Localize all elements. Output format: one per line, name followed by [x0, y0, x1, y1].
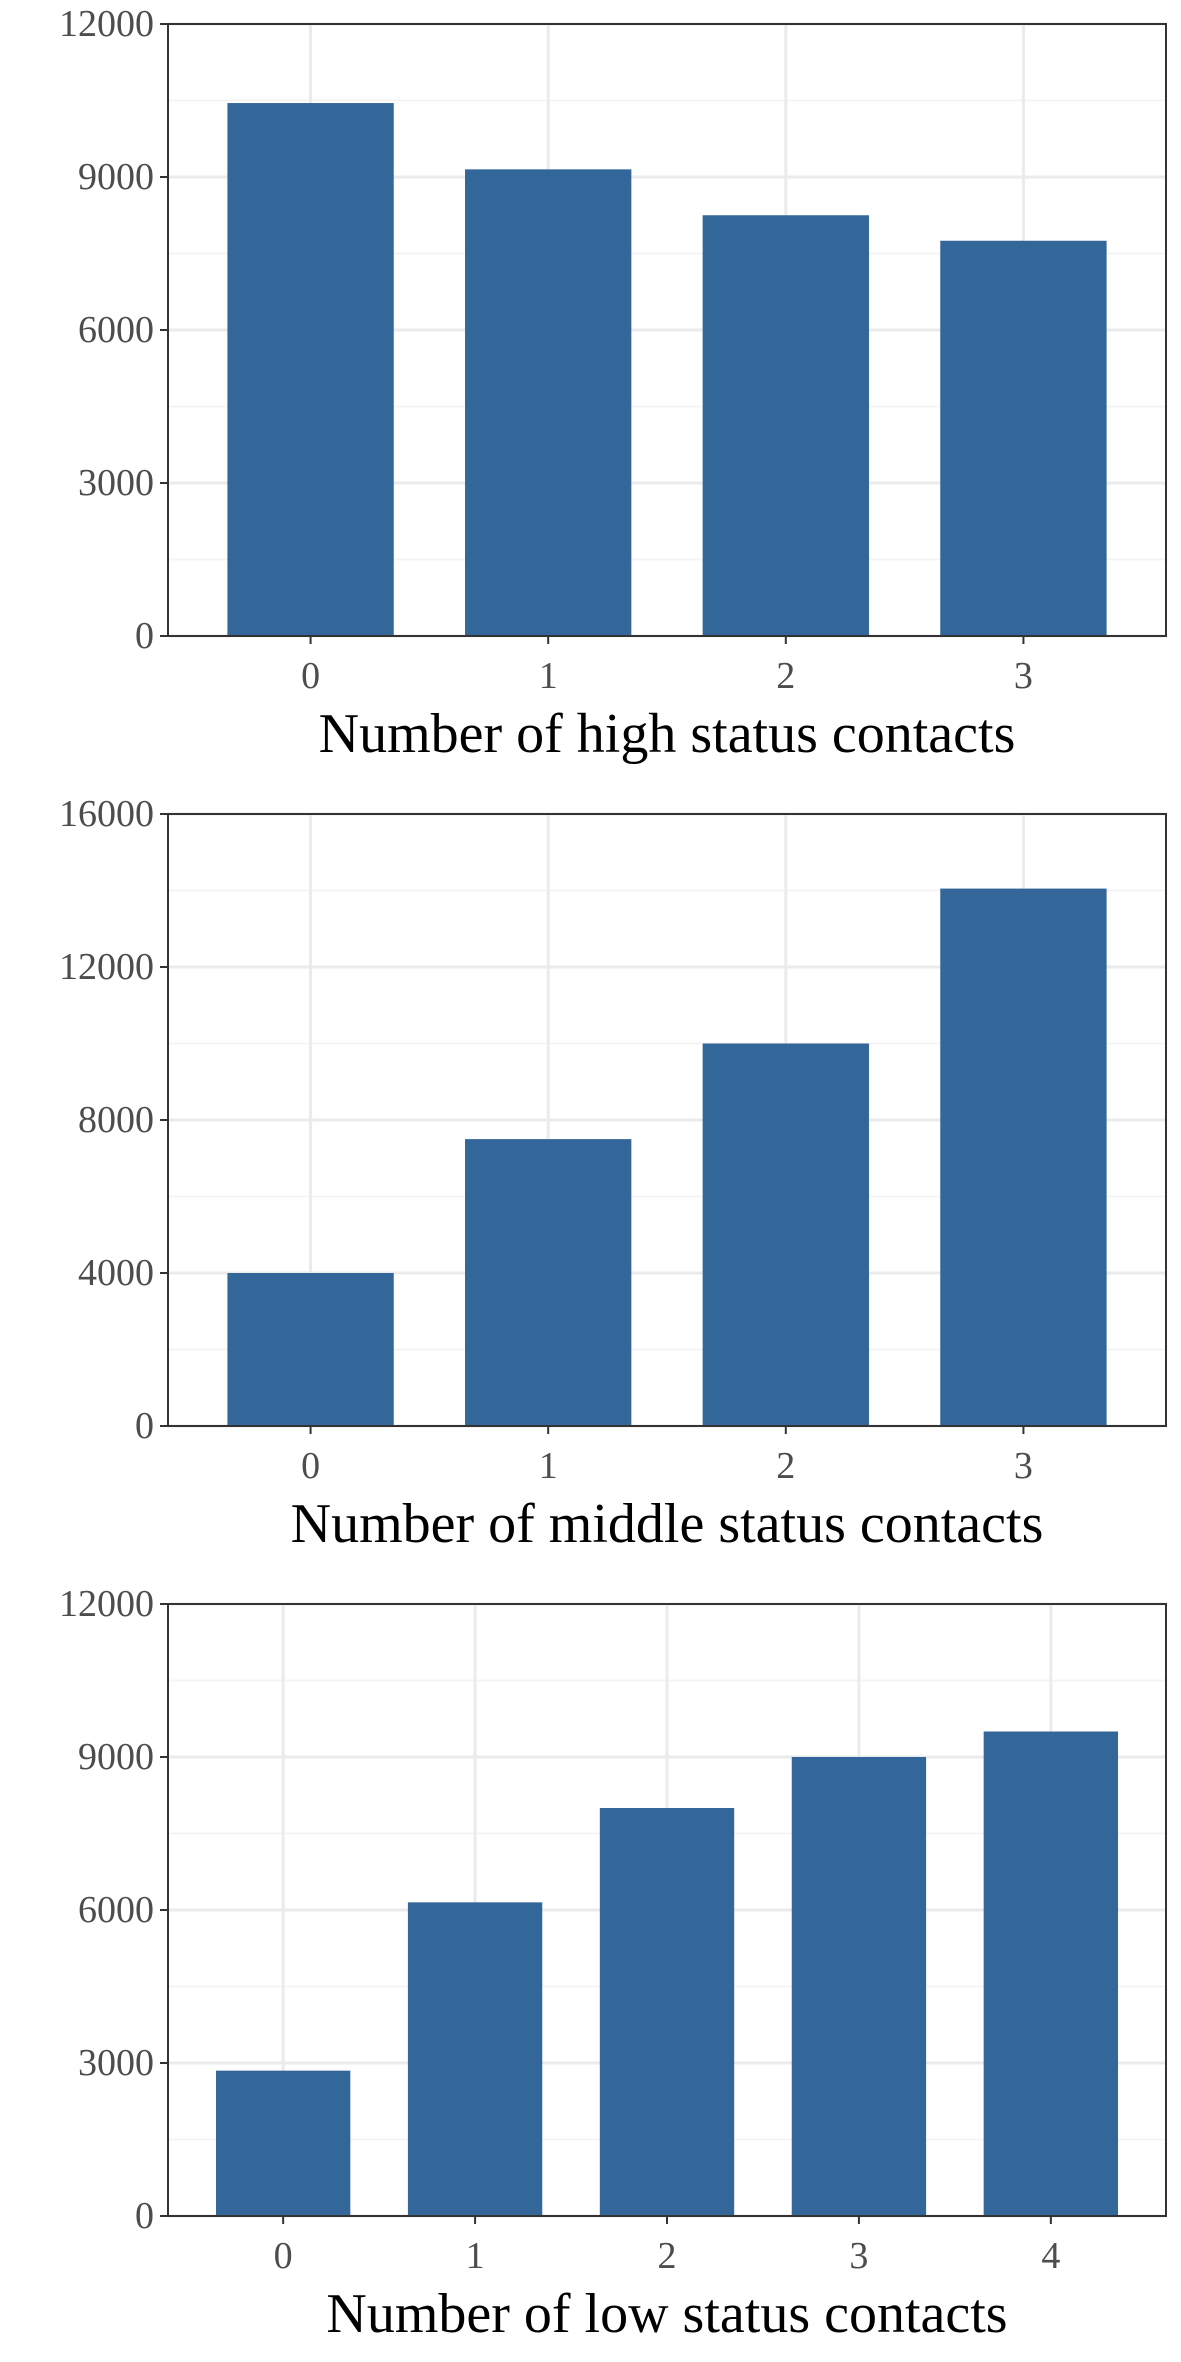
x-tick-label: 0 [274, 2235, 293, 2277]
y-tick-label: 8000 [78, 1099, 154, 1141]
bar-0 [227, 1273, 394, 1426]
y-tick-label: 16000 [59, 793, 154, 835]
y-tick-label: 4000 [78, 1252, 154, 1294]
bar-1 [465, 1139, 632, 1426]
x-tick-label: 1 [539, 655, 558, 697]
x-tick-label: 2 [658, 2235, 677, 2277]
bar-1 [407, 1902, 543, 2216]
y-tick-label: 12000 [59, 3, 154, 45]
x-tick-label: 0 [301, 655, 320, 697]
bar-3 [940, 240, 1107, 636]
chart-panel-1: 0 4000 8000 12000 16000 0 1 2 3 Number of middle … [59, 793, 1167, 1555]
bar-2 [599, 1808, 735, 2216]
y-tick-label: 3000 [78, 462, 154, 504]
bar-2 [702, 215, 869, 636]
x-axis-title: Number of middle status contacts [291, 1493, 1044, 1555]
bar-3 [940, 888, 1107, 1426]
chart-panel-2: 0 3000 6000 9000 12000 0 1 2 3 4 Number of low sta… [59, 1583, 1167, 2345]
bar-1 [465, 169, 632, 636]
x-tick-label: 1 [539, 1445, 558, 1487]
y-tick-label: 6000 [78, 309, 154, 351]
y-tick-label: 9000 [78, 156, 154, 198]
bar-4 [983, 1731, 1119, 2216]
y-tick-label: 9000 [78, 1736, 154, 1778]
x-axis-title: Number of low status contacts [326, 2283, 1007, 2345]
y-tick-label: 0 [135, 615, 154, 657]
x-tick-label: 2 [776, 1445, 795, 1487]
x-tick-label: 3 [849, 2235, 868, 2277]
y-tick-label: 0 [135, 1405, 154, 1447]
chart-panel-0: 0 3000 6000 9000 12000 0 1 2 3 Number of high sta… [59, 3, 1167, 765]
y-tick-label: 12000 [59, 1583, 154, 1625]
y-tick-label: 3000 [78, 2042, 154, 2084]
x-tick-label: 2 [776, 655, 795, 697]
x-tick-label: 3 [1014, 655, 1033, 697]
x-tick-label: 3 [1014, 1445, 1033, 1487]
y-tick-label: 6000 [78, 1889, 154, 1931]
x-tick-label: 1 [466, 2235, 485, 2277]
y-tick-label: 0 [135, 2195, 154, 2237]
y-tick-label: 12000 [59, 946, 154, 988]
bar-2 [702, 1043, 869, 1426]
bar-0 [227, 103, 394, 637]
x-tick-label: 0 [301, 1445, 320, 1487]
bar-0 [215, 2070, 351, 2216]
bar-3 [791, 1757, 927, 2216]
x-tick-label: 4 [1041, 2235, 1060, 2277]
x-axis-title: Number of high status contacts [319, 703, 1016, 765]
